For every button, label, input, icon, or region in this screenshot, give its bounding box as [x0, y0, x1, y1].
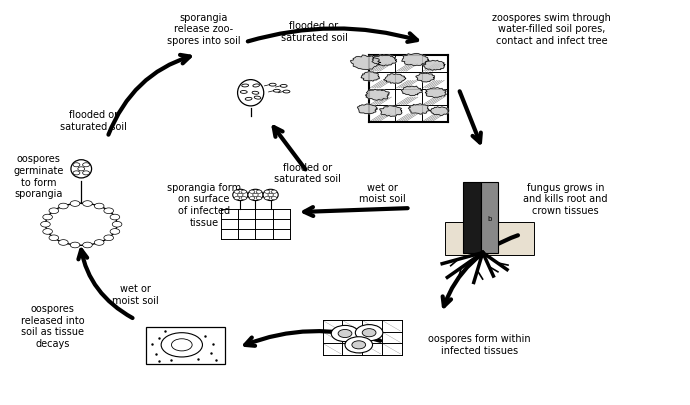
Polygon shape [380, 107, 402, 117]
Circle shape [110, 215, 120, 220]
Circle shape [264, 197, 270, 200]
Circle shape [41, 222, 50, 228]
Ellipse shape [233, 190, 248, 201]
Circle shape [352, 341, 366, 349]
Circle shape [95, 240, 104, 246]
Text: flooded or
saturated soil: flooded or saturated soil [274, 162, 341, 184]
Text: flooded or
saturated soil: flooded or saturated soil [281, 21, 348, 43]
Polygon shape [402, 54, 429, 66]
Circle shape [271, 197, 277, 200]
Text: oospores form within
infected tissues: oospores form within infected tissues [428, 334, 531, 355]
Circle shape [237, 194, 243, 197]
Circle shape [43, 229, 52, 235]
Circle shape [70, 243, 80, 248]
Circle shape [355, 325, 383, 341]
Circle shape [271, 191, 277, 194]
Circle shape [70, 201, 80, 207]
Circle shape [49, 235, 59, 241]
Text: oospores
germinate
to form
sporangia: oospores germinate to form sporangia [13, 154, 63, 199]
Circle shape [104, 209, 114, 214]
Circle shape [59, 204, 68, 209]
Circle shape [59, 240, 68, 246]
Ellipse shape [71, 160, 92, 179]
Text: b: b [487, 216, 492, 222]
Text: flooded or
saturated soil: flooded or saturated soil [60, 110, 127, 131]
Text: oospores
released into
soil as tissue
decays: oospores released into soil as tissue de… [21, 303, 84, 348]
Polygon shape [372, 56, 397, 67]
Text: wet or
moist soil: wet or moist soil [359, 182, 406, 204]
Text: fungus grows in
and kills root and
crown tissues: fungus grows in and kills root and crown… [523, 182, 608, 215]
Circle shape [43, 215, 52, 220]
Circle shape [268, 194, 273, 197]
Circle shape [234, 191, 239, 194]
Circle shape [234, 197, 239, 200]
Text: sporangia form
on surface
of infected
tissue: sporangia form on surface of infected ti… [167, 182, 241, 227]
Circle shape [110, 229, 120, 235]
Circle shape [112, 222, 122, 228]
Circle shape [73, 163, 80, 167]
Circle shape [78, 167, 85, 171]
Polygon shape [429, 107, 449, 116]
Bar [146, 328, 225, 364]
Circle shape [249, 191, 255, 194]
Polygon shape [365, 90, 389, 101]
Circle shape [331, 326, 359, 342]
Polygon shape [425, 88, 446, 98]
Circle shape [104, 235, 114, 241]
Circle shape [256, 197, 262, 200]
Circle shape [83, 201, 92, 207]
Polygon shape [408, 104, 429, 115]
Polygon shape [423, 61, 445, 71]
Bar [481, 182, 498, 253]
Circle shape [249, 197, 255, 200]
Bar [368, 56, 448, 123]
Circle shape [256, 191, 262, 194]
Text: sporangia
release zoo-
spores into soil: sporangia release zoo- spores into soil [167, 13, 241, 46]
Polygon shape [402, 87, 422, 96]
Circle shape [241, 191, 246, 194]
Circle shape [338, 330, 352, 338]
Circle shape [83, 163, 90, 167]
Circle shape [73, 171, 80, 175]
Polygon shape [416, 74, 435, 83]
Circle shape [362, 329, 376, 337]
Circle shape [161, 333, 202, 357]
Circle shape [241, 197, 246, 200]
Bar [445, 223, 534, 255]
Circle shape [172, 339, 192, 351]
Circle shape [83, 243, 92, 248]
Circle shape [95, 204, 104, 209]
Text: wet or
moist soil: wet or moist soil [112, 283, 158, 305]
Bar [464, 182, 481, 253]
Circle shape [264, 191, 270, 194]
Ellipse shape [263, 190, 278, 201]
Circle shape [83, 171, 90, 175]
Circle shape [49, 209, 59, 214]
Polygon shape [361, 72, 380, 82]
Polygon shape [357, 105, 377, 115]
Circle shape [345, 337, 373, 353]
Text: zoospores swim through
water-filled soil pores,
contact and infect tree: zoospores swim through water-filled soil… [492, 13, 611, 46]
Circle shape [253, 194, 258, 197]
Polygon shape [384, 75, 406, 84]
Ellipse shape [248, 190, 263, 201]
Ellipse shape [237, 81, 264, 107]
Circle shape [46, 204, 117, 246]
Polygon shape [351, 56, 381, 70]
